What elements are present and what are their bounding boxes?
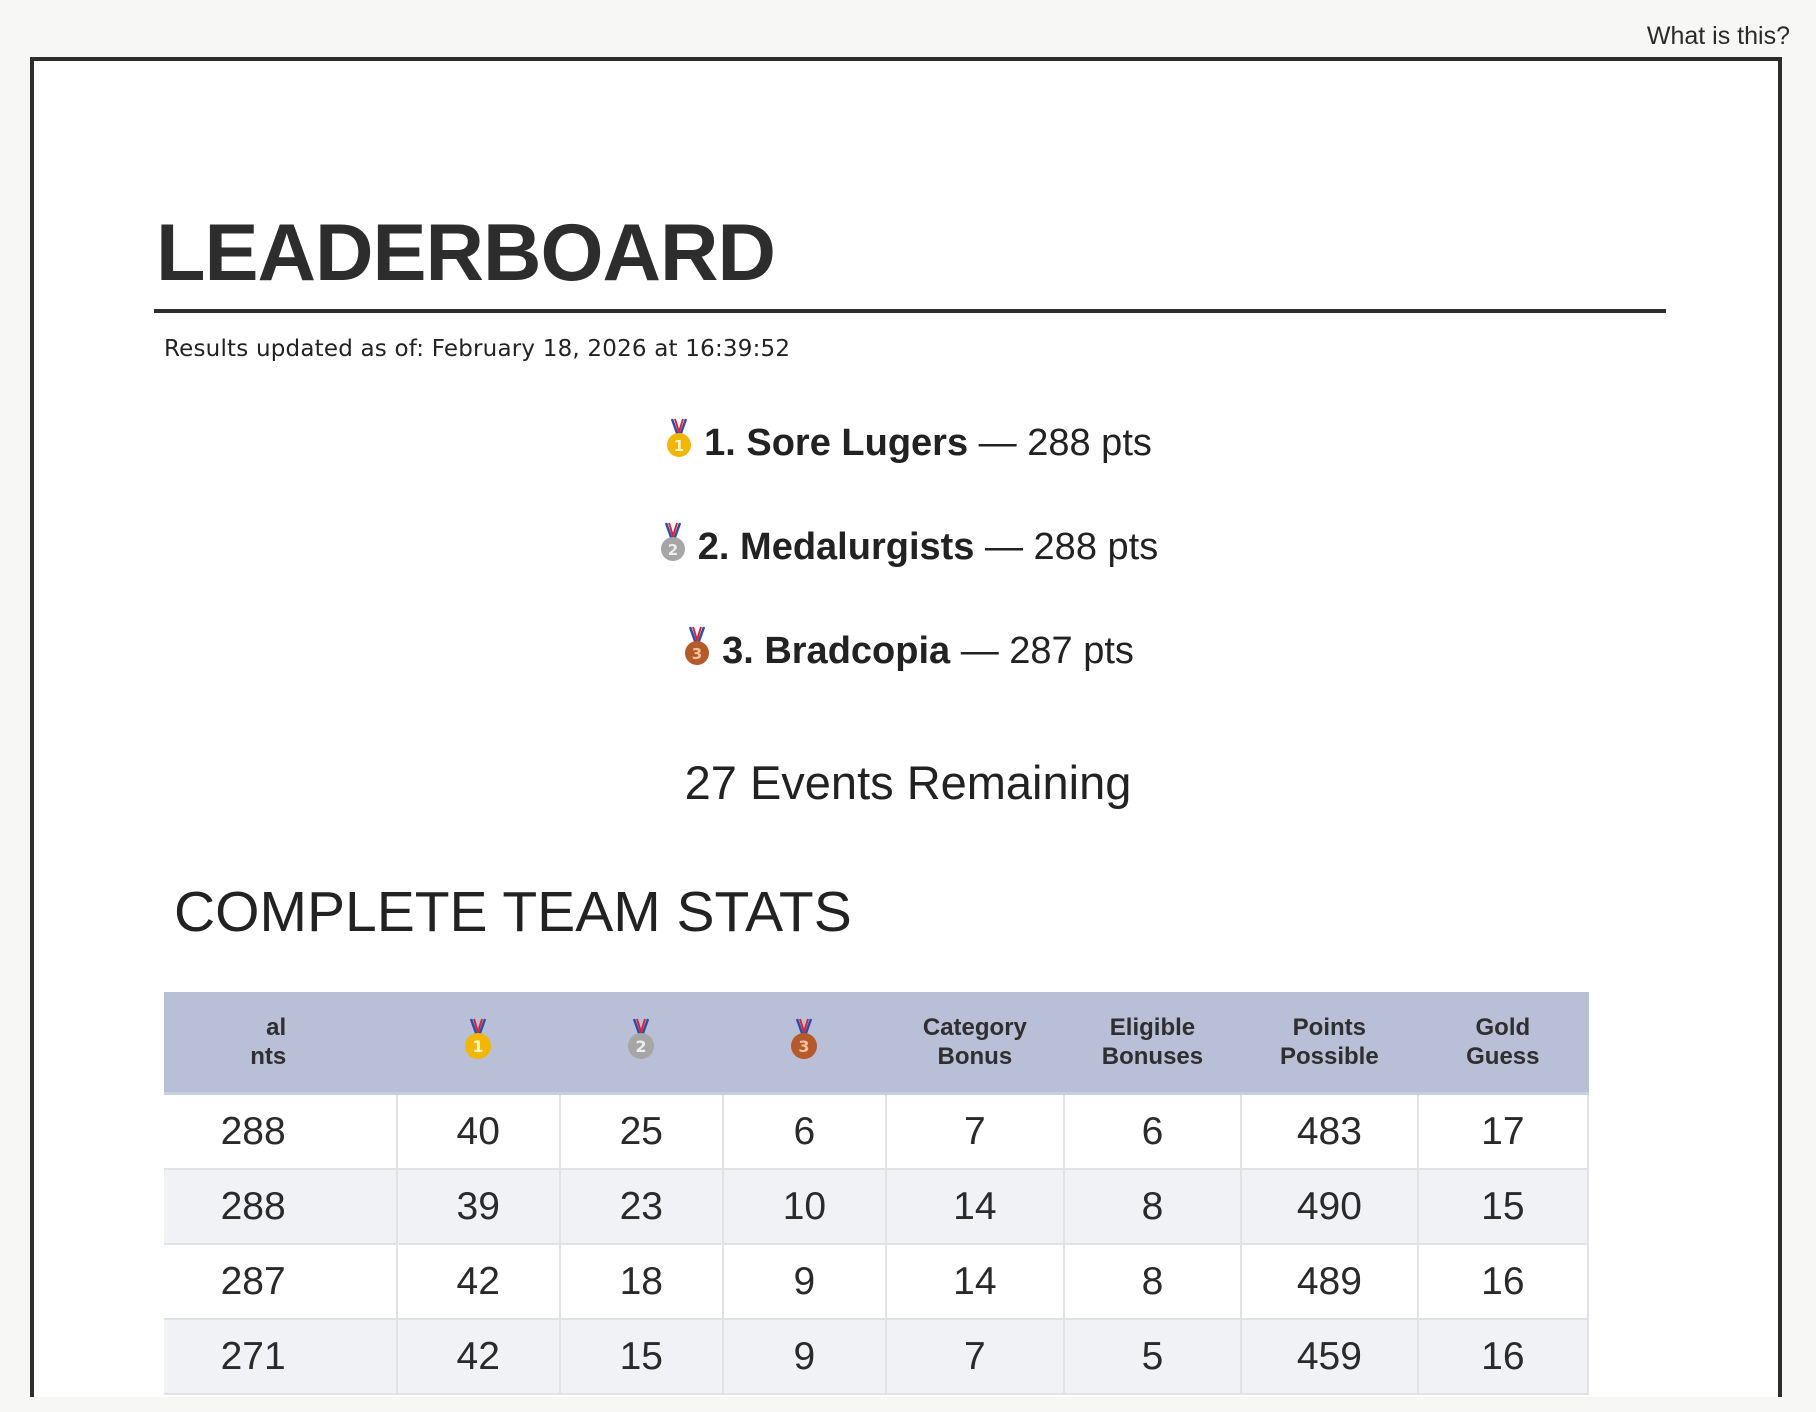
cell-bronze: 9 [721, 1243, 887, 1320]
header-points-possible[interactable]: Points Possible [1241, 992, 1419, 1095]
gold-medal-icon: 1 [465, 1018, 492, 1059]
cell-gold-guess: 16 [1416, 1318, 1590, 1395]
cell-gold: 40 [395, 1092, 561, 1170]
cell-category-bonus: 7 [884, 1092, 1065, 1170]
svg-text:1: 1 [674, 437, 684, 455]
cell-points-possible: 459 [1240, 1318, 1419, 1395]
cell-total-points: 271 [164, 1318, 398, 1395]
podium-first: 1 1. Sore Lugers — 288 pts [34, 417, 1782, 469]
svg-text:3: 3 [692, 645, 702, 663]
cell-gold-guess: 15 [1416, 1168, 1590, 1245]
header-text: Gold [1475, 1014, 1531, 1041]
team-name: 2. Medalurgists [697, 526, 975, 568]
cell-eligible-bonuses: 5 [1062, 1318, 1243, 1395]
header-text: Possible [1279, 1043, 1379, 1070]
silver-medal-icon: 2 [658, 521, 688, 573]
team-stats-table: al nts 1 2 3 Category Bonus Eligible Bonuse… [164, 992, 1590, 1395]
cell-silver: 23 [558, 1168, 724, 1245]
cell-silver: 25 [558, 1092, 724, 1170]
cell-gold: 39 [395, 1168, 561, 1245]
cell-points-possible: 490 [1240, 1168, 1419, 1245]
table-row: 271 42 15 9 7 5 459 16 [164, 1318, 1590, 1395]
header-text: Bonus [937, 1043, 1013, 1070]
header-text: Category [922, 1014, 1027, 1041]
cell-category-bonus: 14 [884, 1243, 1065, 1320]
header-text: Eligible [1109, 1014, 1196, 1041]
cell-category-bonus: 14 [884, 1168, 1065, 1245]
events-remaining: 27 Events Remaining [684, 756, 1132, 809]
header-gold-guess[interactable]: Gold Guess [1417, 992, 1589, 1095]
header-text: nts [250, 1043, 287, 1070]
cell-gold-guess: 17 [1416, 1092, 1590, 1170]
svg-text:3: 3 [799, 1037, 810, 1056]
header-silver-medals[interactable]: 2 [559, 992, 724, 1095]
team-name: 3. Bradcopia [722, 630, 951, 672]
leaderboard-panel: LEADERBOARD Results updated as of: Febru… [30, 57, 1782, 1397]
cell-total-points: 287 [164, 1243, 398, 1320]
cell-category-bonus: 7 [884, 1318, 1065, 1395]
table-row: 287 42 18 9 14 8 489 16 [164, 1243, 1590, 1320]
cell-total-points: 288 [164, 1168, 398, 1245]
bronze-medal-icon: 3 [682, 625, 712, 677]
header-text: Bonuses [1101, 1043, 1204, 1070]
cell-gold: 42 [395, 1318, 561, 1395]
team-points: — 288 pts [974, 526, 1159, 568]
header-bronze-medals[interactable]: 3 [722, 992, 887, 1095]
table-header-row: al nts 1 2 3 Category Bonus Eligible Bonuse… [164, 992, 1589, 1095]
table-row: 288 39 23 10 14 8 490 15 [164, 1168, 1590, 1245]
team-name: 1. Sore Lugers [704, 422, 969, 464]
cell-eligible-bonuses: 8 [1062, 1243, 1243, 1320]
cell-eligible-bonuses: 6 [1062, 1092, 1243, 1170]
team-points: — 288 pts [968, 422, 1152, 464]
cell-silver: 18 [558, 1243, 724, 1320]
page-title: LEADERBOARD [156, 208, 776, 298]
table-row: 288 40 25 6 7 6 483 17 [164, 1092, 1590, 1170]
podium-second: 2 2. Medalurgists — 288 pts [34, 521, 1782, 573]
cell-points-possible: 483 [1240, 1092, 1419, 1170]
title-divider [154, 309, 1666, 313]
cell-points-possible: 489 [1240, 1243, 1419, 1320]
svg-text:2: 2 [668, 541, 678, 559]
podium-third: 3 3. Bradcopia — 287 pts [34, 625, 1782, 677]
header-text: al [266, 1014, 287, 1041]
section-title: COMPLETE TEAM STATS [174, 880, 852, 944]
header-eligible-bonuses[interactable]: Eligible Bonuses [1063, 992, 1242, 1095]
cell-bronze: 10 [721, 1168, 887, 1245]
bronze-medal-icon: 3 [791, 1018, 818, 1059]
svg-text:1: 1 [473, 1037, 484, 1056]
gold-medal-icon: 1 [664, 417, 694, 469]
updated-timestamp: Results updated as of: February 18, 2026… [164, 336, 791, 362]
header-text: Guess [1466, 1043, 1540, 1070]
cell-gold: 42 [395, 1243, 561, 1320]
what-is-this-link[interactable]: What is this? [1646, 22, 1790, 50]
cell-eligible-bonuses: 8 [1062, 1168, 1243, 1245]
cell-gold-guess: 16 [1416, 1243, 1590, 1320]
cell-silver: 15 [558, 1318, 724, 1395]
header-category-bonus[interactable]: Category Bonus [885, 992, 1065, 1095]
svg-text:2: 2 [636, 1037, 647, 1056]
team-stats-table-scroll[interactable]: al nts 1 2 3 Category Bonus Eligible Bonuse… [164, 992, 1659, 1412]
header-total-points[interactable]: al nts [164, 992, 398, 1095]
cell-bronze: 9 [721, 1318, 887, 1395]
silver-medal-icon: 2 [628, 1018, 655, 1059]
header-gold-medals[interactable]: 1 [396, 992, 561, 1095]
cell-bronze: 6 [721, 1092, 887, 1170]
cell-total-points: 288 [164, 1092, 398, 1170]
header-text: Points [1292, 1014, 1367, 1041]
team-points: — 287 pts [950, 630, 1134, 672]
